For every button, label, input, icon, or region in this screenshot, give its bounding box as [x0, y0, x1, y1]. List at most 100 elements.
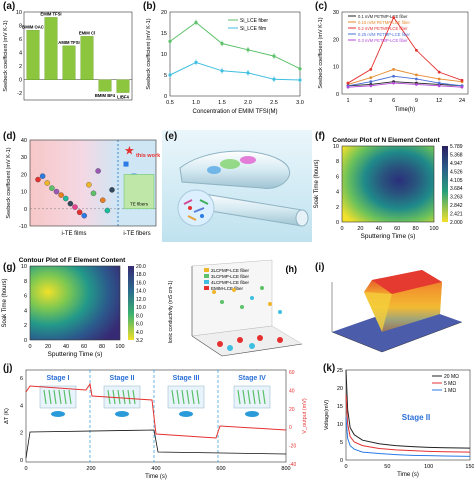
a-ytick: 2: [19, 64, 22, 70]
j-xtick: 200: [86, 466, 95, 472]
panel-e-label: (e): [165, 131, 178, 142]
j-ytick-left: 2: [20, 431, 23, 437]
b-series-line: [169, 61, 301, 81]
a-bar-label: BMIM BF4: [95, 93, 116, 98]
g-xtick: 0: [28, 344, 31, 350]
d-films-region: [30, 140, 118, 226]
a-bar: [98, 79, 112, 92]
k-xtick: 100: [424, 464, 433, 470]
contour-f-field: [342, 146, 434, 222]
j-ytick-right: 60: [289, 370, 295, 376]
b-point: [168, 73, 172, 77]
c-point: [369, 80, 373, 84]
d-fiber-point: [123, 161, 129, 167]
d-film-point: [49, 185, 55, 191]
b-ytick: 0: [164, 94, 167, 100]
b-legend-label: Si_LCE film: [240, 26, 266, 32]
d-region-left: i-TE films: [62, 231, 87, 237]
j-xtick: 600: [216, 466, 225, 472]
contour-f-xlabel: Sputtering Time (s): [361, 233, 416, 240]
h-points: [212, 286, 283, 351]
line-chart-k: 0 50 100 150 0 5 10 15 20 25 Time (s) Voltage(mV) 20…: [324, 368, 474, 478]
contour-plot-f: Contour Plot of N Element Content 5.789 5…: [314, 137, 463, 240]
g-colorbar-tick: 14.0: [136, 289, 146, 295]
k-ytick: 10: [337, 422, 343, 428]
j-deltaT-curve: [25, 429, 287, 459]
panel-i-label: (i): [315, 262, 325, 273]
a-ytick: 10: [16, 10, 22, 16]
panel-h-label-svg: (h): [286, 264, 298, 274]
a-bar-label: BMIM OAC: [22, 24, 44, 29]
f-colorbar-tick: 2.000: [450, 220, 463, 226]
k-legend-label: 20 MΩ: [444, 374, 459, 380]
d-film-point: [81, 212, 88, 219]
contour-g-colorbar: [128, 266, 134, 340]
d-film-point: [58, 192, 64, 198]
c-legend-label: 0.25 m/M PETMP-LCE fiber: [358, 32, 410, 37]
a-bar: [116, 79, 130, 93]
c-point: [437, 70, 441, 74]
g-colorbar-tick: 20.0: [136, 264, 146, 270]
k-series-line: [345, 369, 471, 449]
b-xlabel: Concentration of EMIM TFSI(M): [193, 109, 278, 115]
panel-b: (b) 0.5 1.0 1.5 2.0 2.5 3.0 0 5 10 15 20 Concentrat…: [140, 0, 308, 120]
g-ytick: 10: [21, 264, 27, 270]
ion-cluster-blue: [207, 166, 221, 174]
g-ytick: 0: [24, 338, 27, 344]
d-film-point: [39, 173, 46, 179]
j-ytick-left: 4: [20, 403, 23, 409]
k-stage-label: Stage II: [402, 413, 430, 422]
a-bar-label: EMIM TFSI: [40, 11, 61, 16]
b-point: [168, 39, 172, 44]
k-legend-label: 1 MΩ: [444, 388, 456, 394]
c-series-line: [347, 82, 463, 88]
d-film-point: [44, 180, 51, 186]
c-point: [392, 68, 395, 71]
d-film-point: [86, 181, 92, 188]
b-point: [272, 77, 276, 81]
panel-d: (d) 40 30 20 10 0 -10 Seebeck coefficient (mV …: [0, 130, 160, 242]
j-plot-frame: [25, 369, 287, 463]
surface-top: [372, 270, 442, 294]
c-point: [369, 68, 373, 71]
contour-f-colorbar: [442, 146, 448, 222]
b-point: [246, 48, 250, 52]
c-xlabel: Time(h): [395, 107, 415, 113]
c-point: [392, 81, 395, 85]
c-xtick: 1: [346, 98, 349, 104]
c-point: [369, 84, 373, 88]
b-point: [298, 78, 302, 82]
d-region-right: i-TE fibers: [123, 231, 150, 237]
f-xtick: 40: [376, 226, 382, 232]
c-point: [437, 77, 441, 81]
panel-g: (g) Contour Plot of F Element Content 20…: [0, 252, 160, 360]
panel-a: (a) 10 8 6 4 2 0 -2 Seebeck coefficient (mV K-1…: [0, 0, 136, 120]
b-xtick: 2.0: [244, 100, 252, 106]
f-colorbar-tick: 5.789: [450, 144, 463, 150]
panel-j: (j) Stage I Stage II Stage III Stage IV 0 200…: [0, 362, 318, 481]
panel-e: (e): [162, 130, 312, 242]
b-xtick: 0.5: [166, 100, 174, 106]
line-chart-b: 0.5 1.0 1.5 2.0 2.5 3.0 0 5 10 15 20 Concentration …: [146, 10, 304, 115]
d-film-point: [90, 190, 97, 197]
g-colorbar-tick: 3.2: [136, 338, 143, 344]
g-colorbar-tick: 10.0: [136, 305, 146, 311]
panel-k-label: (k): [323, 363, 336, 374]
f-colorbar-tick: 3.684: [450, 186, 463, 192]
f-xtick: 100: [429, 226, 438, 232]
d-ytick: 0: [24, 207, 27, 213]
h-legend-1: 3LCFMP-LCE fiber: [211, 274, 250, 279]
c-series-line: [347, 81, 463, 87]
d-ytick: -10: [19, 224, 27, 230]
k-xtick: 50: [384, 464, 390, 470]
b-point: [194, 20, 198, 25]
panel-c: (c) 1 3 6 9 12 24 0 10 20 30 Time(h) Seebeck coeffi…: [312, 0, 474, 120]
j-ytick-right: 40: [289, 388, 295, 394]
c-point: [415, 48, 418, 52]
d-film-point: [53, 188, 60, 195]
panel-f-label: (f): [315, 131, 325, 142]
h-legend-0: 2LCFMP-LCE fiber: [211, 268, 250, 273]
f-colorbar-tick: 4.947: [450, 161, 463, 167]
a-bar: [62, 45, 76, 80]
a-ytick: 4: [19, 51, 22, 57]
